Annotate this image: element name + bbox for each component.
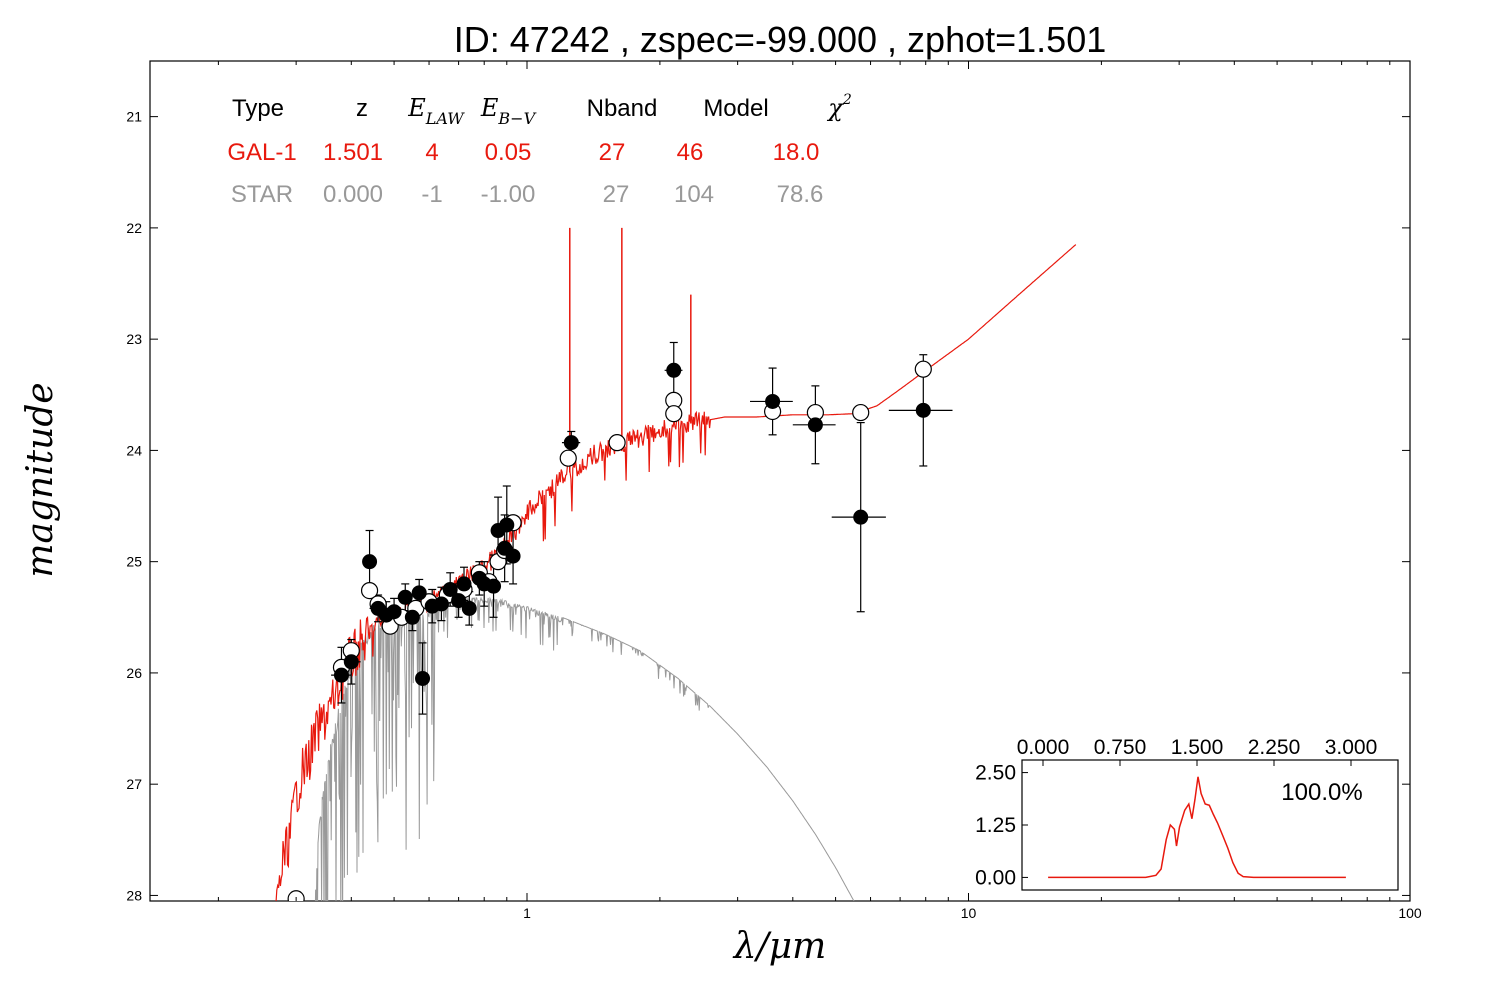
plot-frame — [149, 60, 1411, 902]
model-point — [914, 360, 932, 378]
table-cell: 78.6 — [777, 181, 824, 208]
y-tick-label: 21 — [126, 109, 142, 125]
inset-y-tick-label: 1.25 — [975, 814, 1016, 837]
observed-point — [853, 509, 869, 525]
x-axis-ticks: 1 10 100 — [217, 61, 1422, 921]
star-spectrum-line — [314, 596, 855, 901]
table-cell: 4 — [425, 139, 438, 166]
inset-x-tick-label: 1.500 — [1171, 736, 1224, 759]
table-cell: STAR — [231, 181, 293, 208]
observed-point — [433, 596, 449, 612]
inset-x-tick-label: 3.000 — [1325, 736, 1378, 759]
observed-point — [404, 609, 420, 625]
y-tick-label: 22 — [126, 220, 142, 236]
main-plot-area — [275, 227, 1077, 901]
model-point — [852, 403, 870, 422]
observed-point — [442, 581, 458, 597]
observed-point — [765, 393, 781, 409]
chart-title: ID: 47242 , zspec=-99.000 , zphot=1.501 — [454, 19, 1106, 60]
observed-point — [333, 667, 349, 683]
inset-x-tick-label: 0.000 — [1017, 736, 1070, 759]
table-header: χ2 — [826, 92, 852, 122]
model-point — [608, 434, 626, 452]
observed-point — [505, 548, 521, 564]
observed-point — [499, 517, 515, 533]
observed-point — [807, 417, 823, 433]
table-cell: -1 — [421, 181, 442, 208]
y-axis-label: magnitude — [20, 382, 61, 577]
table-header: z — [356, 95, 368, 122]
table-cell: -1.00 — [481, 181, 536, 208]
y-tick-label: 23 — [126, 331, 142, 347]
pdz-line — [1048, 776, 1346, 879]
table-header: ELAW — [407, 94, 465, 128]
table-cell: 27 — [599, 139, 626, 166]
model-point — [287, 890, 305, 901]
observed-point — [666, 362, 682, 378]
observed-point — [343, 654, 359, 670]
y-tick-label: 25 — [126, 554, 142, 570]
inset-y-tick-label: 2.50 — [975, 762, 1016, 785]
table-cell: 27 — [603, 181, 630, 208]
table-header: Model — [703, 95, 768, 122]
y-axis-ticks: 21 22 23 24 25 26 27 28 — [126, 109, 1410, 903]
y-tick-label: 27 — [126, 776, 142, 792]
inset-frame — [1021, 759, 1399, 891]
table-cell: 18.0 — [773, 139, 820, 166]
y-tick-label: 28 — [126, 887, 142, 903]
model-point — [559, 449, 577, 467]
observed-point — [397, 589, 413, 605]
observed-point — [915, 402, 931, 418]
model-point — [360, 581, 379, 600]
model-point — [665, 405, 683, 423]
table-header: Nband — [587, 95, 658, 122]
observed-point — [456, 576, 472, 592]
inset-probability-label: 100.0% — [1281, 779, 1362, 806]
observed-point — [386, 604, 402, 620]
inset-x-tick-label: 2.250 — [1248, 736, 1301, 759]
x-axis-label: λ/μm — [732, 926, 826, 967]
table-cell: 0.000 — [323, 181, 383, 208]
table-cell: GAL-1 — [227, 139, 296, 166]
observed-point — [451, 593, 467, 609]
inset-x-tick-label: 0.750 — [1094, 736, 1147, 759]
table-cell: 104 — [674, 181, 714, 208]
x-tick-label: 10 — [961, 905, 977, 921]
observed-point — [486, 578, 502, 594]
table-header: EB−V — [480, 94, 537, 128]
galaxy-spectrum-line — [275, 244, 1077, 901]
observed-point — [563, 435, 579, 451]
plot-content — [275, 227, 1077, 901]
inset-y-tick-label: 0.00 — [975, 866, 1016, 889]
observed-point — [362, 554, 378, 570]
x-tick-label: 100 — [1398, 905, 1422, 921]
table-cell: 46 — [677, 139, 704, 166]
x-tick-label: 1 — [523, 905, 531, 921]
table-cell: 1.501 — [323, 139, 383, 166]
observed-point — [415, 670, 431, 686]
observed-point — [411, 585, 427, 601]
y-tick-label: 26 — [126, 665, 142, 681]
observed-point — [461, 600, 477, 616]
fit-results-table: Type z ELAW EB−V Nband Model χ2 GAL-1 1.501 4 0.05… — [227, 92, 852, 208]
table-header: Type — [232, 95, 284, 122]
y-tick-label: 24 — [126, 442, 142, 458]
pdz-inset: 100.0% 0.000 0.750 1.500 2.250 3.000 0.00 1.25… — [975, 736, 1399, 891]
table-cell: 0.05 — [485, 139, 532, 166]
